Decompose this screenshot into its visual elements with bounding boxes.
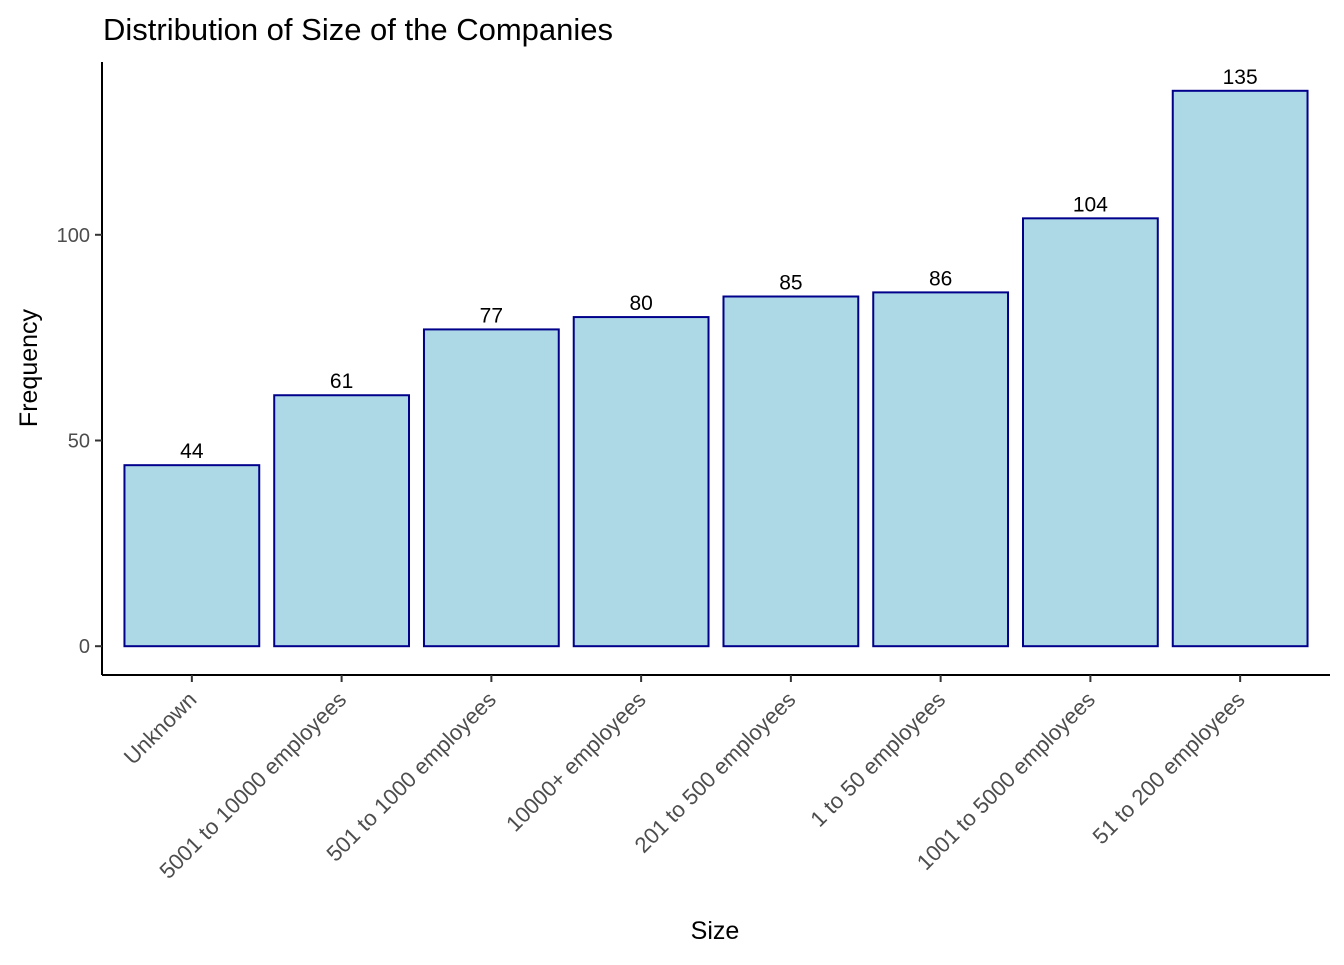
chart-title: Distribution of Size of the Companies [103,12,613,47]
y-tick-label: 100 [57,225,90,247]
y-tick-label: 0 [79,636,90,658]
bar [1022,217,1159,648]
bar [422,328,560,648]
x-tick-label: 1001 to 5000 employees [912,687,1100,875]
x-tick-label: Unknown [119,687,202,770]
data-label: 80 [629,292,652,315]
bar [722,295,860,648]
bars [123,89,1309,648]
bar [123,464,261,648]
data-label: 44 [180,440,204,463]
y-axis-title: Frequency [15,308,43,427]
data-label: 61 [330,370,353,393]
bar [1171,89,1309,648]
data-labels: 44 61 77 80 85 86 104 135 [180,66,1257,463]
x-tick-label: 1 to 50 employees [805,687,950,832]
y-tick-label: 50 [68,430,90,452]
x-tick-label: 10000+ employees [501,687,651,837]
x-axis-title: Size [691,917,740,945]
data-label: 85 [779,272,802,295]
y-axis: 0 50 100 [57,62,103,675]
data-label: 104 [1073,193,1108,216]
bar [572,316,710,648]
data-label: 77 [480,304,503,327]
x-tick-label: 501 to 1000 employees [321,687,500,866]
data-label: 86 [929,267,952,290]
bar [872,291,1010,648]
data-label: 135 [1223,66,1258,89]
x-tick-label: 51 to 200 employees [1088,687,1250,849]
bar [273,394,410,648]
x-tick-label: 201 to 500 employees [630,687,801,858]
